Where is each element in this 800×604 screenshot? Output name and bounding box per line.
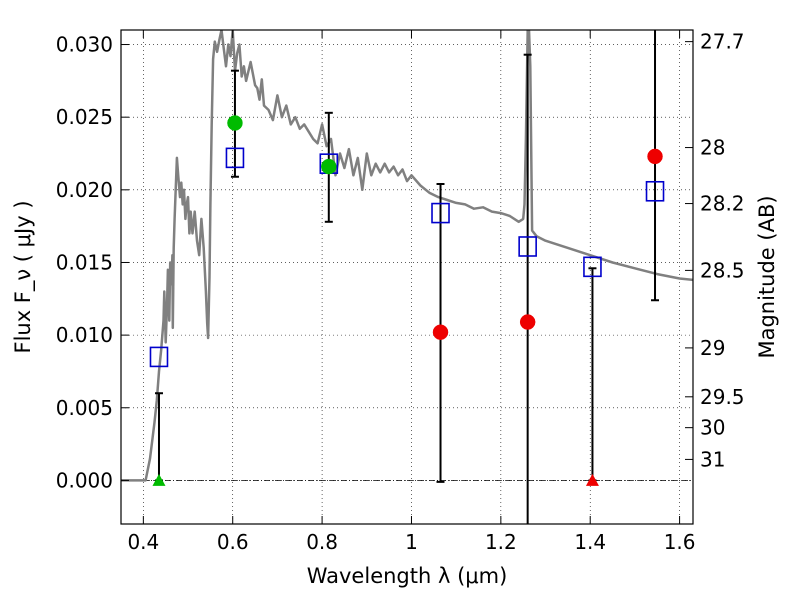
plot-frame [120, 29, 694, 525]
y-axis-label: Flux F_ν ( μJy ) [11, 200, 36, 353]
measured-circle-point [227, 115, 243, 131]
mag-tick-label: 28 [700, 136, 725, 160]
mag-tick-label: 30 [700, 416, 725, 440]
photometry-square-point [583, 256, 602, 278]
ticks: 0.4 0.6 0.8 1 1.2 1.4 1.6 0.000 0.005 0.010 0.015 0… [56, 30, 745, 554]
photometry-square-point [225, 147, 245, 169]
x-tick-label: 0.8 [306, 530, 338, 554]
model-sed-curve [121, 30, 693, 482]
mag-tick-label: 28.5 [700, 258, 745, 282]
measured-circle-point [432, 324, 449, 340]
y-tick-label: 0.005 [56, 396, 113, 420]
x-axis-label: Wavelength λ (μm) [307, 564, 508, 588]
photometry-square-point [645, 180, 665, 202]
photometry-square-point [518, 236, 537, 257]
mag-tick-label: 27.7 [700, 30, 745, 54]
x-tick-label: 0.4 [127, 530, 159, 554]
mag-tick-label: 31 [700, 447, 725, 471]
x-tick-label: 0.6 [217, 530, 249, 554]
upper-limit-triangle-point [152, 473, 166, 486]
y-tick-label: 0.015 [56, 250, 113, 274]
photometry-square-point [431, 202, 450, 224]
x-tick-label: 1.6 [664, 530, 696, 554]
x-tick-label: 1 [405, 530, 418, 554]
mag-tick-label: 29 [700, 336, 725, 360]
y-tick-label: 0.025 [56, 105, 113, 129]
x-tick-label: 1.2 [485, 530, 517, 554]
photometry-square-point [149, 346, 169, 368]
y-tick-label: 0.010 [56, 323, 113, 347]
measured-circle-point [321, 158, 337, 175]
y-tick-label: 0.030 [56, 33, 113, 57]
mag-tick-label: 28.2 [700, 192, 745, 216]
measured-circle-point [519, 314, 536, 330]
grid [121, 30, 693, 524]
x-tick-label: 1.4 [574, 530, 606, 554]
y-tick-label: 0.020 [56, 178, 113, 202]
y-tick-label: 0.000 [56, 468, 113, 492]
y-axis-right-label: Magnitude (AB) [755, 195, 779, 358]
measured-circle-point [647, 148, 663, 165]
mag-tick-label: 29.5 [700, 385, 745, 409]
data-layer [121, 30, 693, 524]
upper-limit-triangle-point [585, 473, 599, 486]
